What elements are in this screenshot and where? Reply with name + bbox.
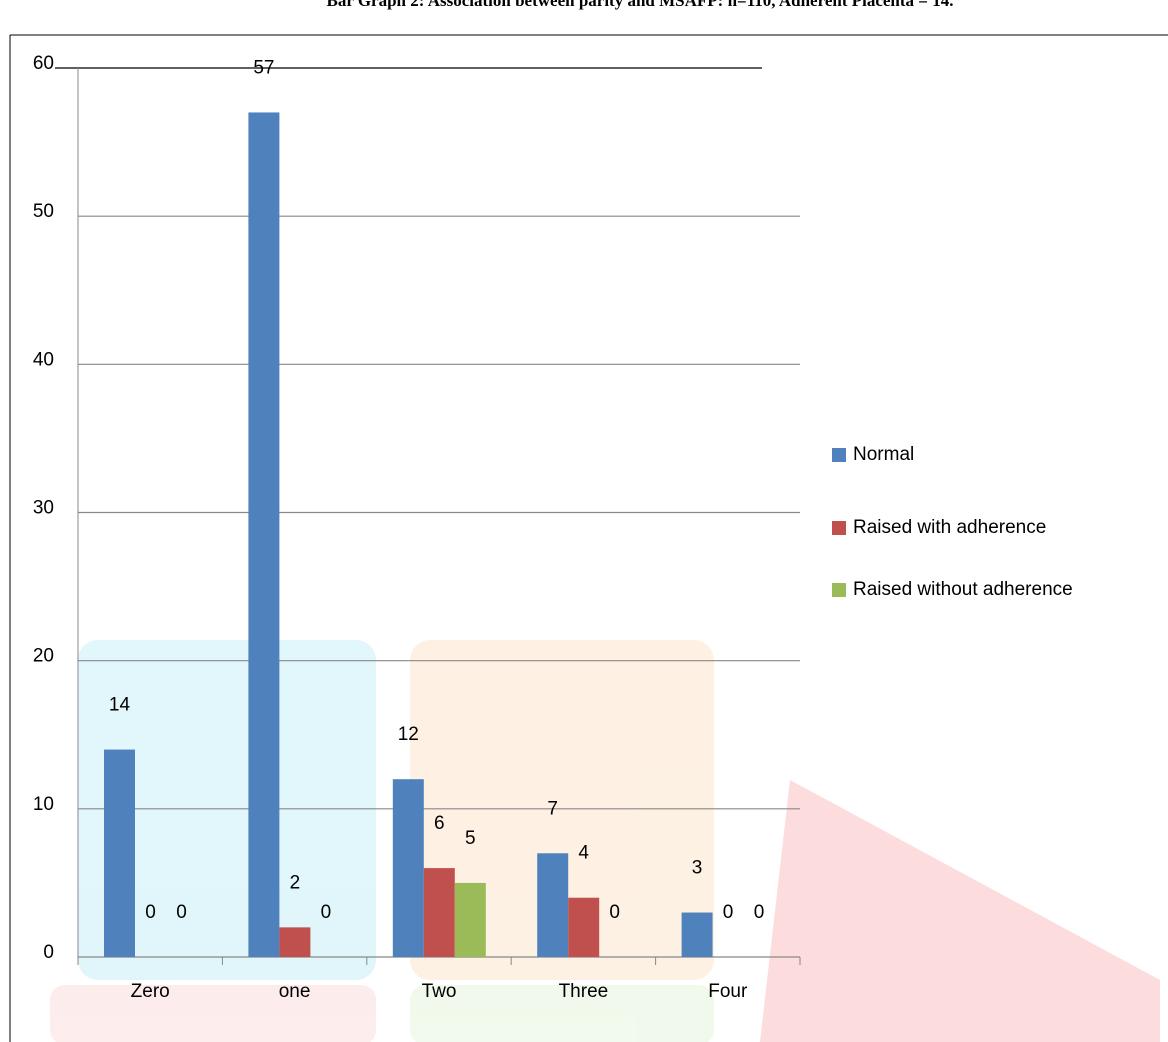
- value-label: 12: [398, 724, 419, 745]
- value-label: 0: [609, 902, 620, 923]
- legend-marker: [832, 448, 846, 462]
- value-label: 5: [465, 828, 476, 849]
- y-tick-label: 30: [33, 498, 54, 519]
- y-tick-label: 60: [33, 53, 54, 74]
- value-label: 14: [109, 695, 131, 716]
- legend-label: Raised without adherence: [853, 579, 1073, 600]
- bar: [393, 779, 424, 957]
- value-label: 6: [434, 813, 445, 834]
- legend-label: Raised with adherence: [853, 517, 1046, 538]
- y-tick-label: 20: [33, 646, 54, 667]
- bar: [279, 927, 310, 957]
- value-label: 0: [723, 902, 734, 923]
- bar: [455, 883, 486, 957]
- value-label: 0: [145, 902, 156, 923]
- x-tick-label: Two: [422, 981, 457, 1002]
- legend-label: Normal: [853, 444, 914, 465]
- value-label: 4: [578, 843, 589, 864]
- bar: [568, 898, 599, 957]
- legend-marker: [832, 521, 846, 535]
- value-label: 2: [290, 872, 301, 893]
- y-tick-label: 0: [43, 942, 54, 963]
- bar: [104, 750, 135, 957]
- page: {"chart_data": {"type": "bar", "title": …: [0, 0, 1168, 1042]
- legend-marker: [832, 583, 846, 597]
- value-label: 7: [547, 798, 558, 819]
- value-label: 3: [692, 858, 703, 879]
- bar: [537, 853, 568, 957]
- bar: [248, 112, 279, 957]
- x-tick-label: Four: [708, 981, 748, 1002]
- value-label: 0: [321, 902, 332, 923]
- bar: [424, 868, 455, 957]
- x-tick-label: Zero: [131, 981, 170, 1002]
- value-label: 0: [754, 902, 765, 923]
- value-label: 57: [253, 57, 274, 78]
- y-tick-label: 10: [33, 794, 54, 815]
- y-tick-label: 50: [33, 201, 54, 222]
- chart: Bar Graph 2: Association between parity …: [0, 0, 1168, 1042]
- x-tick-label: one: [279, 981, 311, 1002]
- value-label: 0: [176, 902, 187, 923]
- chart-title: Bar Graph 2: Association between parity …: [327, 0, 954, 10]
- x-tick-label: Three: [559, 981, 609, 1002]
- bar: [682, 913, 713, 957]
- y-tick-label: 40: [33, 349, 54, 370]
